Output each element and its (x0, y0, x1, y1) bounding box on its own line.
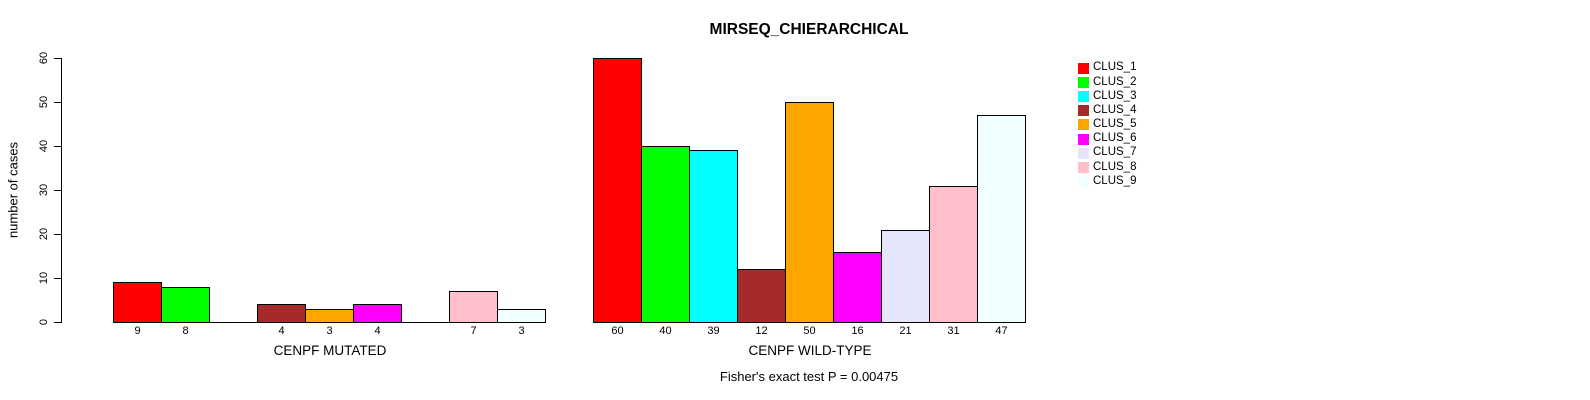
y-tick (54, 322, 61, 323)
bar-value-label: 40 (659, 325, 672, 337)
legend-swatch-clus_5 (1078, 119, 1089, 131)
bar-value-label: 16 (851, 325, 864, 337)
bar-value-label: 3 (518, 325, 525, 337)
bar-clus_3-mutated-zero-line (209, 322, 258, 323)
legend-label: CLUS_8 (1093, 160, 1137, 173)
bar-value-label: 50 (803, 325, 816, 337)
y-tick-label: 20 (38, 227, 50, 241)
y-tick (54, 146, 61, 147)
bar-value-label: 4 (278, 325, 285, 337)
legend-item: CLUS_4 (1078, 104, 1136, 118)
bar-clus_7-wild-type (881, 230, 930, 323)
legend-item: CLUS_1 (1078, 61, 1136, 75)
legend-swatch-clus_6 (1078, 133, 1089, 145)
bar-value-label: 3 (326, 325, 333, 337)
legend-label: CLUS_1 (1093, 61, 1137, 74)
legend-label: CLUS_2 (1093, 75, 1137, 88)
bar-clus_2-mutated (161, 287, 210, 323)
legend-swatch-clus_9 (1078, 176, 1089, 188)
bar-value-label: 47 (995, 325, 1008, 337)
bar-clus_6-wild-type (833, 252, 882, 323)
bar-clus_6-mutated (353, 304, 402, 323)
bar-clus_8-wild-type (929, 186, 978, 323)
bar-clus_9-mutated (497, 309, 546, 323)
y-tick (54, 278, 61, 279)
y-tick-label: 60 (38, 51, 50, 65)
bar-clus_5-mutated (305, 309, 354, 323)
legend-swatch-clus_4 (1078, 105, 1089, 117)
legend-label: CLUS_7 (1093, 146, 1137, 159)
fisher-test-caption: Fisher's exact test P = 0.00475 (719, 369, 899, 384)
y-tick (54, 190, 61, 191)
legend-item: CLUS_6 (1078, 132, 1136, 146)
legend: CLUS_1 CLUS_2 CLUS_3 CLUS_4 CLUS_5 CLUS_6 CLUS… (1078, 61, 1136, 189)
y-axis-label: number of cases (5, 141, 21, 239)
legend-swatch-clus_3 (1078, 90, 1089, 102)
y-tick (54, 234, 61, 235)
legend-label: CLUS_3 (1093, 89, 1137, 102)
legend-item: CLUS_9 (1078, 175, 1136, 189)
bar-value-label: 4 (374, 325, 381, 337)
y-tick-label: 0 (38, 318, 50, 326)
legend-item: CLUS_2 (1078, 75, 1136, 89)
legend-label: CLUS_5 (1093, 118, 1137, 131)
bar-clus_2-wild-type (641, 146, 690, 323)
legend-label: CLUS_4 (1093, 103, 1137, 116)
bar-clus_1-mutated (113, 282, 162, 323)
legend-swatch-clus_2 (1078, 76, 1089, 88)
y-tick-label: 30 (38, 183, 50, 197)
bar-value-label: 12 (755, 325, 768, 337)
bar-clus_7-mutated-zero-line (401, 322, 450, 323)
bar-clus_8-mutated (449, 291, 498, 323)
y-tick (54, 102, 61, 103)
x-group-label-wild-type: CENPF WILD-TYPE (748, 343, 872, 358)
legend-label: CLUS_6 (1093, 132, 1137, 145)
bar-clus_3-wild-type (689, 150, 738, 323)
y-tick-label: 10 (38, 271, 50, 285)
bar-clus_4-wild-type (737, 269, 786, 323)
bar-value-label: 60 (611, 325, 624, 337)
legend-item: CLUS_5 (1078, 118, 1136, 132)
y-tick (54, 58, 61, 59)
legend-swatch-clus_7 (1078, 147, 1089, 159)
bar-value-label: 7 (470, 325, 477, 337)
bar-clus_9-wild-type (977, 115, 1026, 323)
bar-clus_5-wild-type (785, 102, 834, 323)
y-axis-line (61, 58, 62, 323)
legend-label: CLUS_9 (1093, 174, 1137, 187)
bar-value-label: 8 (182, 325, 189, 337)
bar-clus_4-mutated (257, 304, 306, 323)
x-group-label-mutated: CENPF MUTATED (273, 343, 387, 358)
bar-clus_1-wild-type (593, 58, 642, 323)
y-tick-label: 50 (38, 95, 50, 109)
legend-swatch-clus_8 (1078, 161, 1089, 173)
bar-value-label: 39 (707, 325, 720, 337)
y-tick-label: 40 (38, 139, 50, 153)
legend-item: CLUS_3 (1078, 89, 1136, 103)
bar-value-label: 31 (947, 325, 960, 337)
legend-swatch-clus_1 (1078, 62, 1089, 74)
chart-title: MIRSEQ_CHIERARCHICAL (709, 21, 909, 38)
legend-item: CLUS_8 (1078, 160, 1136, 174)
bar-value-label: 9 (134, 325, 141, 337)
legend-item: CLUS_7 (1078, 146, 1136, 160)
bar-value-label: 21 (899, 325, 912, 337)
